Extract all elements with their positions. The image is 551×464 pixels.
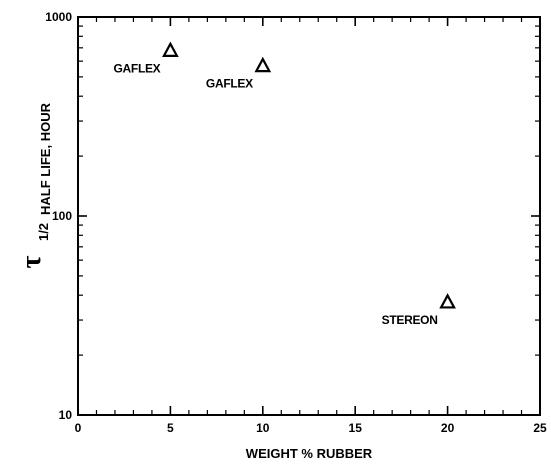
y-tick-label: 1000 — [45, 10, 72, 24]
x-tick-label: 15 — [349, 421, 363, 435]
x-axis-ticks — [77, 17, 541, 415]
y-axis-label: HALF LIFE, HOUR — [38, 102, 53, 215]
triangle-marker — [439, 293, 456, 309]
x-tick-label: 5 — [167, 421, 174, 435]
point-label: GAFLEX — [114, 61, 161, 75]
x-tick-label: 20 — [441, 421, 455, 435]
y-tick-label: 10 — [59, 408, 73, 422]
y-axis-subscript: 1/2 — [36, 223, 51, 241]
triangle-marker — [254, 56, 272, 73]
point-label: STEREON — [382, 313, 438, 327]
triangle-marker — [162, 41, 179, 57]
y-tick-label: 100 — [52, 209, 72, 223]
x-axis-title: WEIGHT % RUBBER — [246, 446, 373, 461]
x-tick-label: 25 — [533, 421, 547, 435]
point-labels: GAFLEX GAFLEX STEREON — [114, 61, 438, 327]
y-axis-title: τ 1/2 HALF LIFE, HOUR — [16, 102, 53, 268]
y-axis-tau-symbol: τ — [16, 255, 47, 268]
x-tick-label: 10 — [256, 421, 270, 435]
x-axis-tick-labels: 0 5 10 15 20 25 — [75, 421, 547, 435]
y-axis-ticks — [78, 16, 540, 416]
x-tick-label: 0 — [75, 421, 82, 435]
point-label: GAFLEX — [206, 77, 253, 91]
data-points — [162, 41, 456, 309]
y-axis-tick-labels: 10 100 1000 — [45, 10, 72, 422]
plot-frame — [77, 16, 541, 416]
